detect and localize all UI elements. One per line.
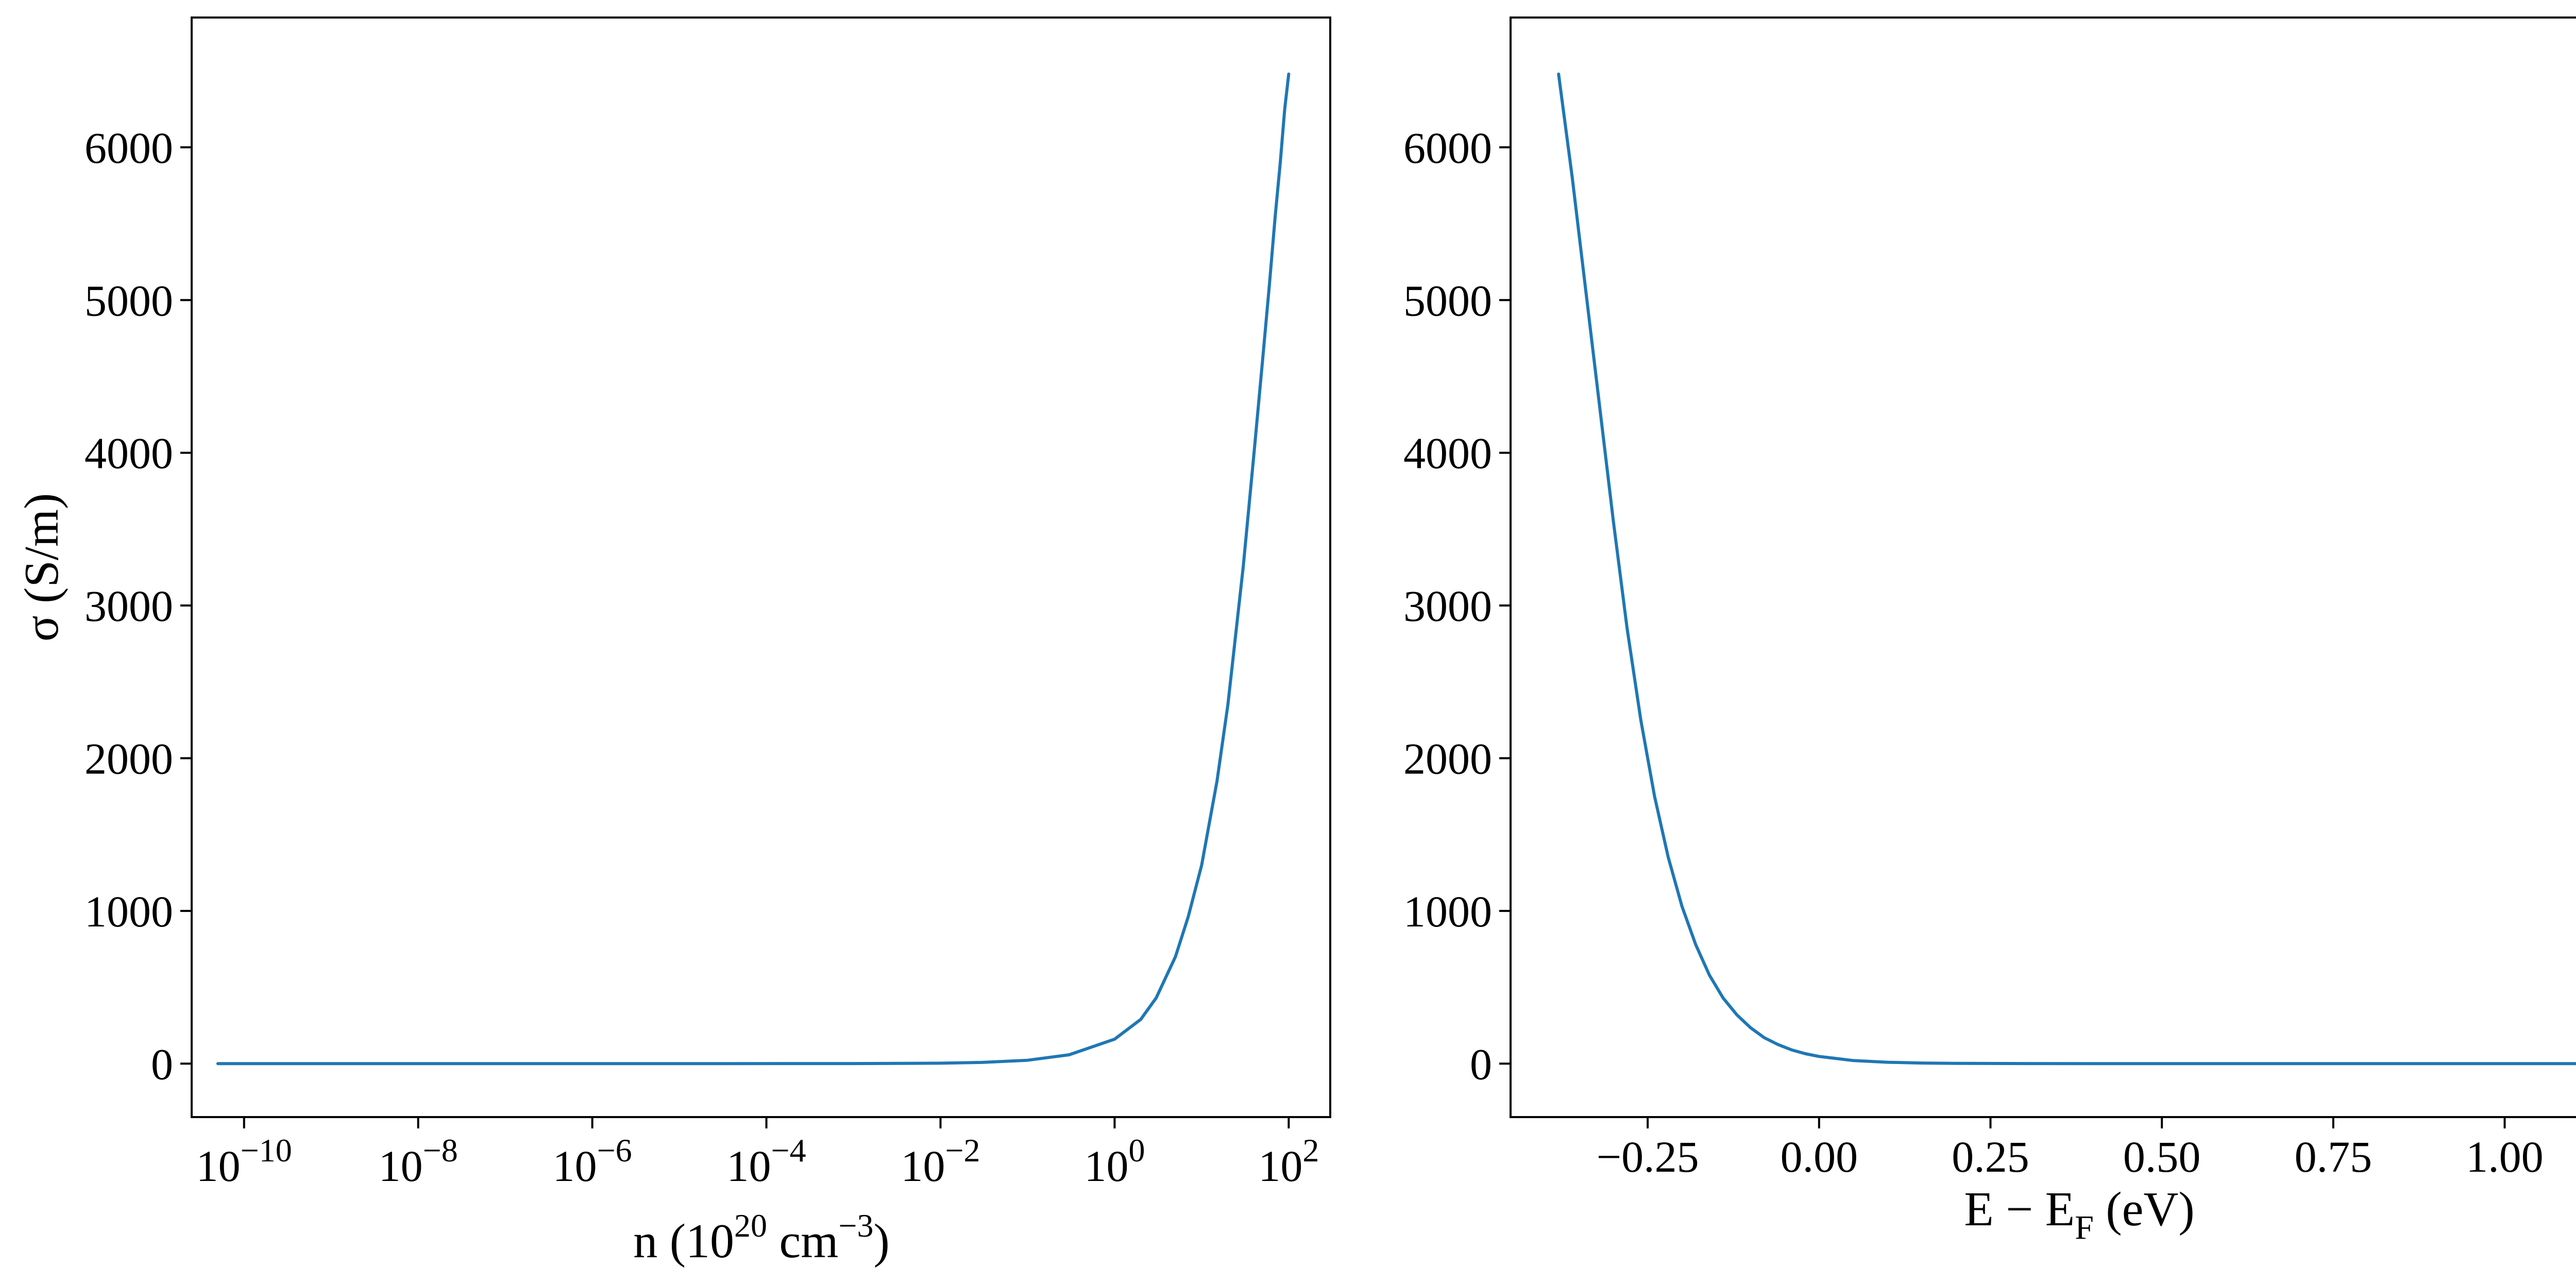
left-axes-frame [191,16,1331,1118]
left-y-tick-label: 4000 [84,429,173,478]
left-x-tick-label: 10−6 [553,1132,632,1191]
left-y-tick-label: 0 [151,1039,173,1089]
left-plot-area [216,72,1291,1066]
right-y-tick-label: 0 [1470,1039,1492,1089]
left-x-tick-label: 102 [1258,1132,1319,1191]
left-x-tick-label: 10−2 [901,1132,980,1191]
left-y-tick-label: 1000 [84,887,173,936]
left-x-axis-label: n (1020 cm−3) [633,1207,890,1268]
right-chart-panel: 0 1000 2000 3000 4000 5000 6000 −0.25 0.00 0.25 0… [1403,16,2576,1246]
right-y-tick-label: 6000 [1403,123,1492,173]
left-y-axis-label: σ (S/m) [15,493,69,642]
right-x-tick-label: −0.25 [1597,1132,1699,1181]
right-y-tick-label: 3000 [1403,581,1492,631]
right-y-tick-label: 1000 [1403,887,1492,936]
left-y-tick-label: 6000 [84,123,173,173]
right-x-axis-label: E − EF (eV) [1964,1183,2194,1246]
right-x-tick-label: 1.00 [2466,1132,2544,1181]
right-x-tick-label: 0.00 [1781,1132,1858,1181]
left-series-line-0 [216,72,1291,1066]
right-y-ticks: 0 1000 2000 3000 4000 5000 6000 [1403,123,1511,1089]
right-axes-frame [1510,16,2576,1118]
right-x-ticks: −0.25 0.00 0.25 0.50 0.75 1.00 [1597,1117,2544,1181]
right-x-tick-label: 0.50 [2123,1132,2201,1181]
right-y-tick-label: 5000 [1403,276,1492,325]
left-x-tick-label: 10−4 [727,1132,806,1191]
left-y-tick-label: 2000 [84,734,173,783]
right-y-tick-label: 2000 [1403,734,1492,783]
left-x-tick-label: 10−10 [196,1132,292,1191]
right-plot-area [1557,72,2576,1066]
left-x-tick-label: 100 [1084,1132,1145,1191]
left-x-ticks: 10−10 10−8 10−6 10−4 10−2 100 102 [196,1117,1319,1191]
right-x-tick-label: 0.75 [2295,1132,2372,1181]
left-y-ticks: 0 1000 2000 3000 4000 5000 6000 [84,123,192,1089]
left-x-tick-label: 10−8 [379,1132,458,1191]
left-y-tick-label: 3000 [84,581,173,631]
left-y-tick-label: 5000 [84,276,173,325]
right-x-tick-label: 0.25 [1952,1132,2029,1181]
right-y-tick-label: 4000 [1403,429,1492,478]
right-series-line-0 [1557,72,2576,1066]
